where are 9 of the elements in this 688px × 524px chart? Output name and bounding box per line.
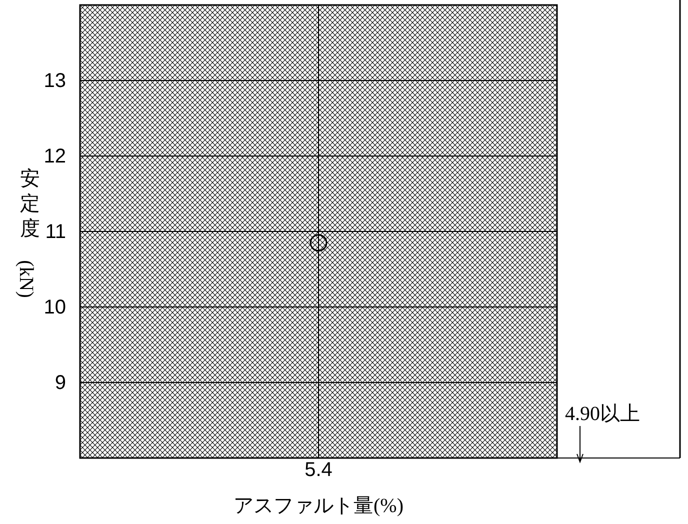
x-axis-title: アスファルト量(%) xyxy=(234,495,404,517)
y-tick-label: 12 xyxy=(44,145,66,168)
y-axis-title: 安 定 度 (kN) xyxy=(15,168,40,298)
y-tick-label: 11 xyxy=(45,220,66,243)
x-tick-label: 5.4 xyxy=(304,459,332,482)
y-tick-label: 10 xyxy=(44,296,66,318)
y-tick-label: 9 xyxy=(54,372,66,394)
text: 4.90以上 xyxy=(565,403,640,425)
y-tick-label: 13 xyxy=(44,70,66,92)
